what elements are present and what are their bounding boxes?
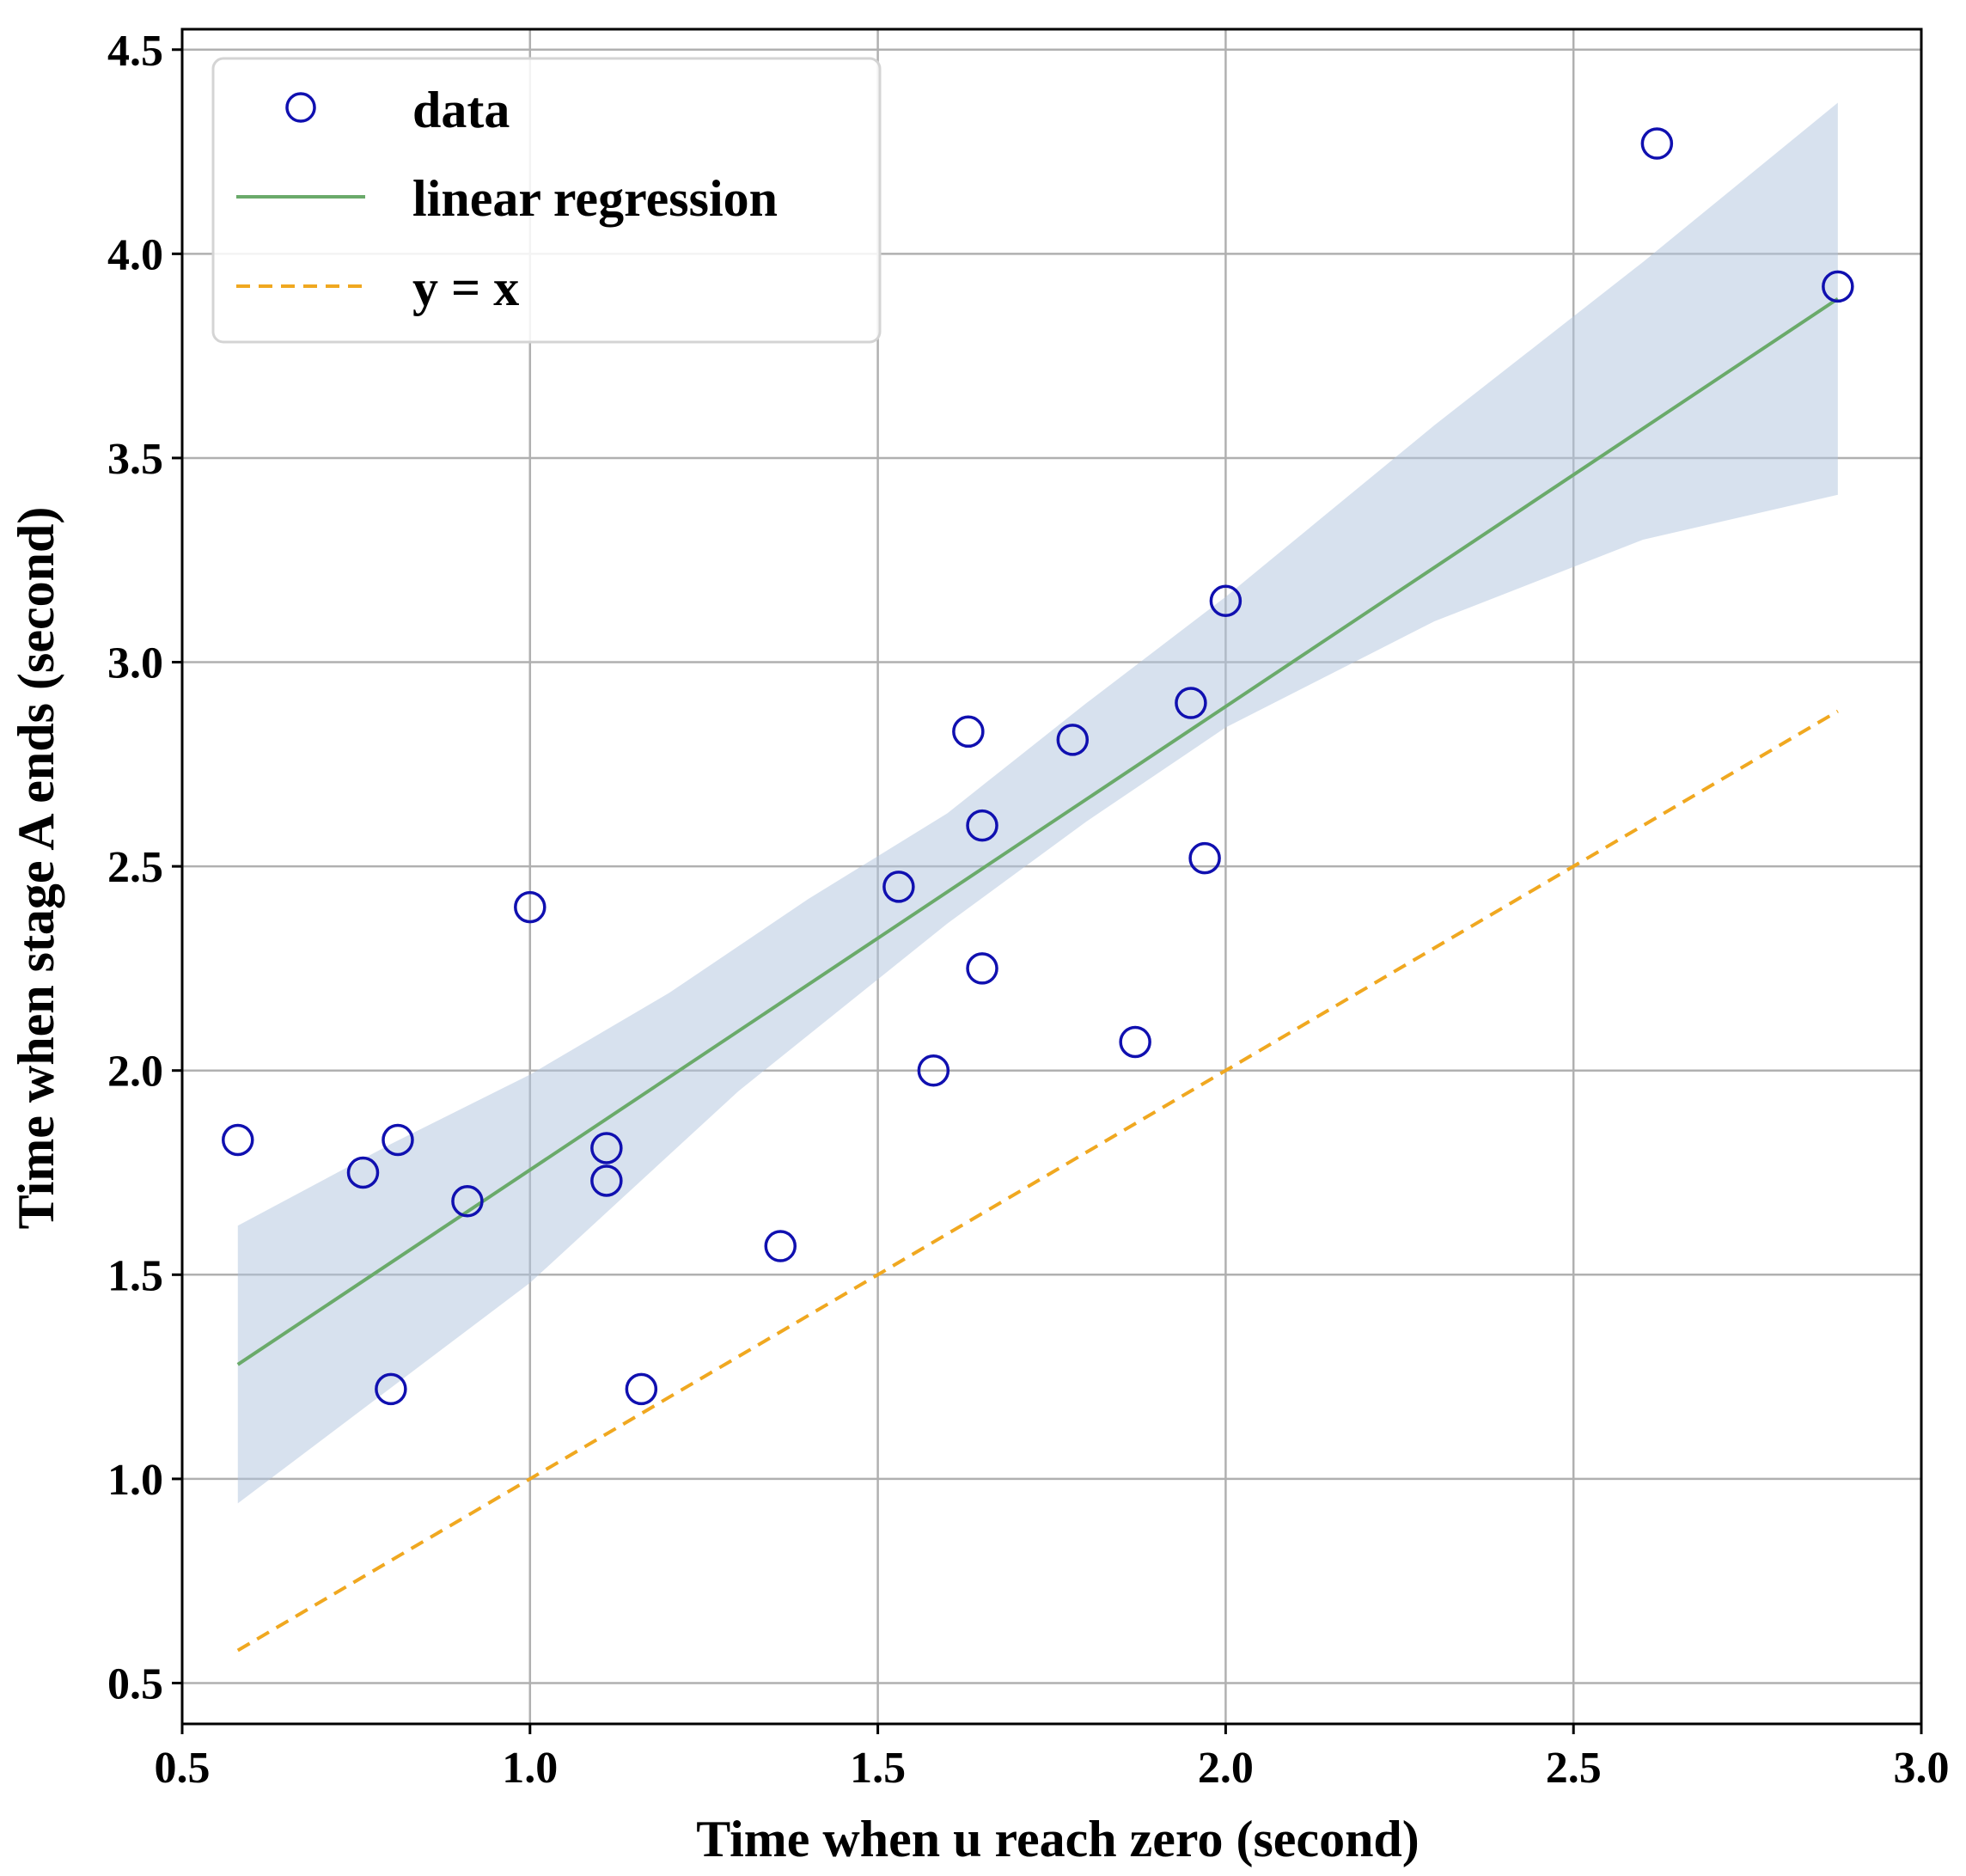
data-point (966, 809, 998, 842)
y-tick-label: 3.0 (107, 639, 163, 688)
data-point (1822, 270, 1854, 303)
data-points (222, 127, 1854, 1406)
data-point (590, 1164, 623, 1197)
data-point (882, 871, 915, 903)
data-point (1119, 1025, 1151, 1059)
legend-label-data: data (412, 82, 510, 138)
data-point (382, 1123, 414, 1157)
x-tick-label: 0.5 (155, 1744, 211, 1793)
x-tick-label: 2.0 (1198, 1744, 1254, 1793)
identity-line (236, 709, 1839, 1653)
plot-frame (180, 27, 1923, 1726)
data-point (451, 1185, 484, 1218)
y-tick-label: 4.0 (107, 230, 163, 279)
data-point (590, 1132, 623, 1164)
legend-label-regression: linear regression (412, 170, 778, 227)
x-tick-label: 1.0 (502, 1744, 558, 1793)
x-axis-label: Time when u reach zero (second) (696, 1811, 1420, 1867)
legend: data linear regression y = x (211, 57, 882, 344)
data-point (346, 1156, 380, 1189)
data-point (1056, 724, 1090, 756)
axes (172, 27, 1923, 1734)
tick-labels: 0.5 1.0 1.5 2.0 2.5 3.0 0.5 1.0 1.5 2.0 2.5 3.0 3.5 4… (107, 27, 1950, 1793)
x-tick-label: 3.0 (1894, 1744, 1950, 1793)
data-point (375, 1372, 407, 1406)
data-point (1640, 127, 1674, 160)
data-point (1188, 841, 1221, 875)
data-point (514, 890, 546, 924)
y-tick-label: 0.5 (107, 1659, 163, 1708)
y-tick-label: 1.0 (107, 1456, 163, 1505)
regression-line (236, 296, 1839, 1366)
data-point (952, 715, 985, 749)
data-point (764, 1230, 797, 1262)
confidence-band-layer (237, 102, 1838, 1504)
y-tick-label: 1.5 (107, 1251, 163, 1300)
lines-layer (236, 296, 1839, 1653)
data-point (222, 1123, 254, 1157)
legend-data-marker (285, 92, 316, 123)
y-tick-label: 3.5 (107, 435, 163, 484)
confidence-band (237, 102, 1838, 1504)
legend-label-identity: y = x (412, 260, 519, 316)
x-tick-label: 2.5 (1546, 1744, 1602, 1793)
data-point (625, 1372, 658, 1406)
y-axis-label: Time when stage A ends (second) (8, 507, 64, 1230)
y-tick-label: 4.5 (107, 27, 163, 76)
x-tick-label: 1.5 (850, 1744, 906, 1793)
data-point (917, 1054, 950, 1087)
data-point (1209, 584, 1242, 618)
data-point (966, 952, 998, 985)
data-point (1175, 687, 1207, 719)
y-tick-label: 2.0 (107, 1048, 163, 1097)
legend-box (211, 57, 882, 344)
y-tick-label: 2.5 (107, 843, 163, 892)
